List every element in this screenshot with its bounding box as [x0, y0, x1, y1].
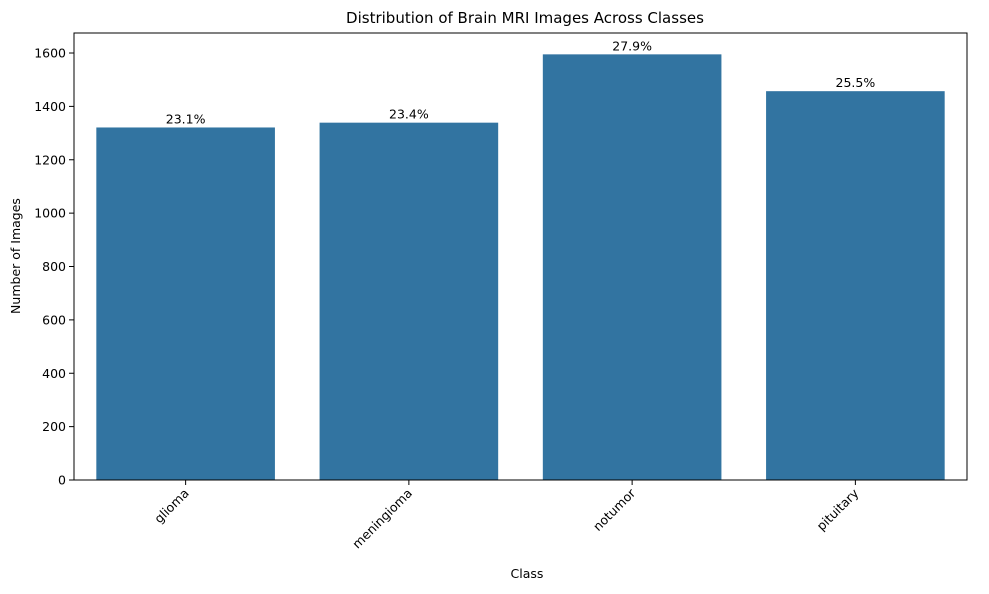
plot-frame	[73, 32, 968, 481]
y-tick-label-1000: 1000	[34, 206, 66, 221]
y-tick-label-1400: 1400	[34, 99, 66, 114]
chart-title: Distribution of Brain MRI Images Across …	[346, 9, 704, 27]
data-label-pituitary: 25.5%	[836, 75, 876, 90]
data-label-glioma: 23.1%	[166, 111, 206, 126]
bar-notumor	[542, 54, 722, 481]
y-tick-label-600: 600	[42, 312, 66, 327]
y-axis-label: Number of Images	[8, 198, 23, 314]
x-tick-label-glioma: glioma	[151, 486, 192, 527]
bar-meningioma	[319, 122, 499, 480]
y-tick-label-0: 0	[58, 473, 66, 488]
y-tick-label-800: 800	[42, 259, 66, 274]
y-tick-label-200: 200	[42, 419, 66, 434]
x-tick-label-pituitary: pituitary	[814, 485, 862, 533]
bar-pituitary	[766, 91, 945, 480]
y-tick-label-400: 400	[42, 366, 66, 381]
y-tick-label-1200: 1200	[34, 152, 66, 167]
x-axis-label: Class	[511, 566, 544, 581]
data-label-notumor: 27.9%	[612, 38, 652, 53]
plot-area: 23.1% glioma 23.4% meningioma 27.9% notumor 25…	[34, 32, 968, 552]
bar-glioma	[96, 127, 275, 480]
data-label-meningioma: 23.4%	[389, 107, 429, 122]
y-tick-label-1600: 1600	[34, 46, 66, 61]
x-tick-label-meningioma: meningioma	[349, 486, 415, 552]
x-tick-label-notumor: notumor	[590, 485, 639, 534]
